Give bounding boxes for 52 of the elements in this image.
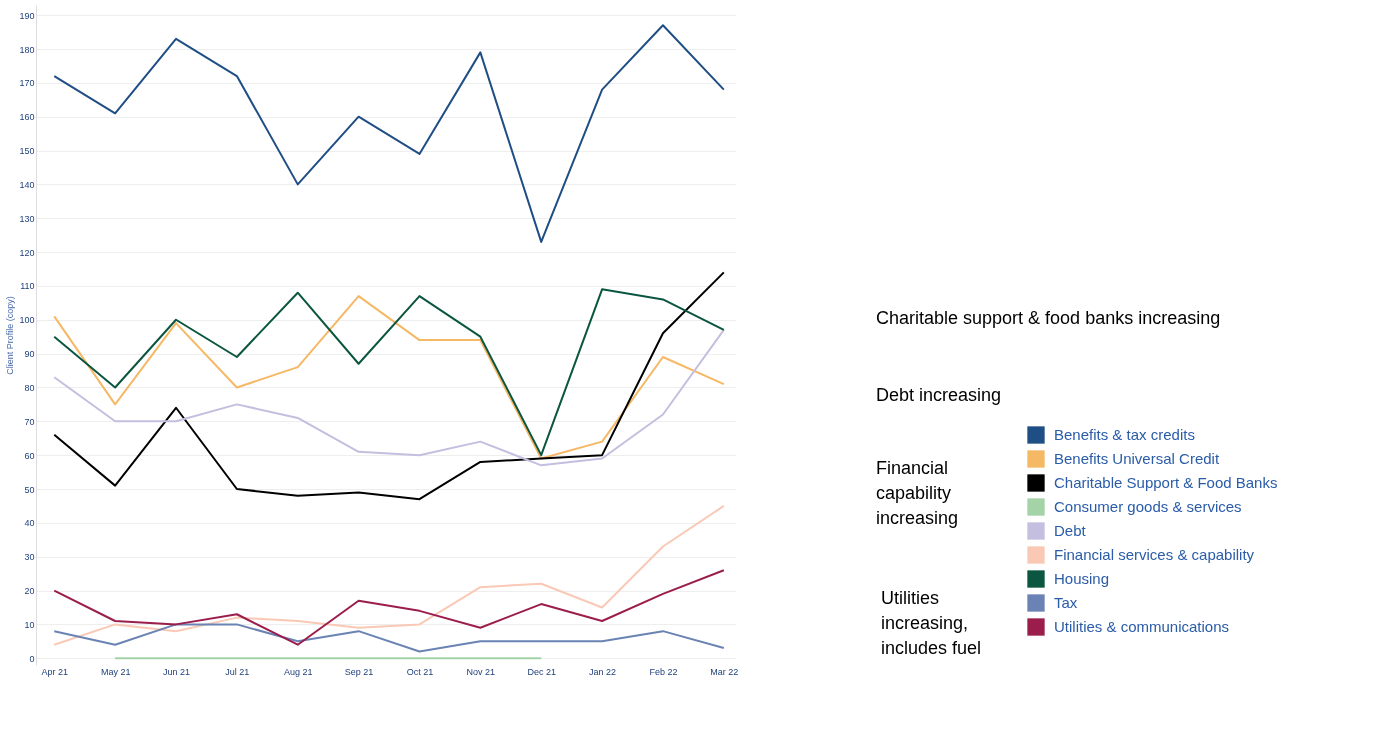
text: Utilities increasing, includes fuel xyxy=(881,588,982,658)
y-tick-label: 170 xyxy=(19,78,35,89)
x-tick-label: Jun 21 xyxy=(162,666,191,677)
y-tick-label: 100 xyxy=(19,315,35,326)
y-axis-title: Client Profile (copy) xyxy=(5,296,16,375)
y-tick-label: 110 xyxy=(20,281,35,292)
y-tick-label: 80 xyxy=(24,382,35,393)
legend-label: Consumer goods & services xyxy=(1054,498,1242,515)
line-series xyxy=(53,504,725,646)
y-tick-label: 140 xyxy=(19,179,35,190)
y-tick-label: 160 xyxy=(19,112,35,123)
line-series xyxy=(53,24,725,243)
legend-label: Debt xyxy=(1054,522,1087,539)
x-tick-label: Mar 22 xyxy=(710,666,739,677)
y-tick-label: 90 xyxy=(24,349,35,360)
x-tick-label: Sep 21 xyxy=(344,666,374,677)
y-tick-label: 130 xyxy=(19,213,35,224)
legend-label: Benefits Universal Credit xyxy=(1054,450,1220,467)
y-tick-label: 70 xyxy=(24,416,35,427)
legend-label: Financial services & capability xyxy=(1054,546,1255,563)
x-tick-label: Apr 21 xyxy=(41,666,69,677)
y-tick-label: 20 xyxy=(24,586,35,597)
line-series xyxy=(53,623,725,653)
y-tick-label: 10 xyxy=(24,619,35,630)
y-tick-label: 190 xyxy=(19,10,35,21)
text: Charitable support & food banks increasing xyxy=(876,308,1221,328)
y-tick-label: 40 xyxy=(24,518,35,529)
line-series xyxy=(53,569,725,646)
x-tick-label: Oct 21 xyxy=(406,666,434,677)
line-series xyxy=(53,328,725,467)
text: Debt increasing xyxy=(876,385,1002,405)
y-tick-label: 0 xyxy=(29,653,35,664)
x-tick-label: Dec 21 xyxy=(527,666,556,677)
y-tick-label: 30 xyxy=(24,552,35,563)
line-series xyxy=(53,271,725,501)
legend-label: Housing xyxy=(1054,570,1110,587)
y-tick-label: 180 xyxy=(19,44,35,55)
x-tick-label: Nov 21 xyxy=(466,666,496,677)
x-tick-label: Aug 21 xyxy=(283,666,313,677)
x-tick-label: Jan 22 xyxy=(589,666,617,677)
y-tick-label: 50 xyxy=(24,484,35,495)
y-tick-label: 150 xyxy=(19,146,35,157)
x-tick-label: Feb 22 xyxy=(649,666,678,677)
x-tick-label: Jul 21 xyxy=(225,666,250,677)
legend-label: Tax xyxy=(1054,594,1078,611)
y-tick-label: 120 xyxy=(19,247,35,258)
legend-label: Utilities & communications xyxy=(1054,618,1230,635)
y-tick-label: 60 xyxy=(24,450,35,461)
legend-label: Benefits & tax credits xyxy=(1054,426,1195,443)
legend-label: Charitable Support & Food Banks xyxy=(1054,474,1278,491)
text: Financial capability increasing xyxy=(876,458,959,528)
x-tick-label: May 21 xyxy=(100,666,131,677)
